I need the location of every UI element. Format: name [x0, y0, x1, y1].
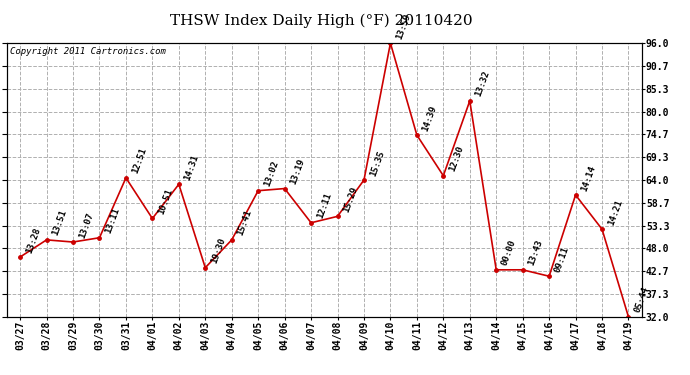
- Text: Copyright 2011 Cartronics.com: Copyright 2011 Cartronics.com: [10, 47, 166, 56]
- Text: 13:28: 13:28: [24, 226, 42, 254]
- Text: 15:41: 15:41: [236, 209, 253, 237]
- Text: 19:30: 19:30: [210, 237, 227, 265]
- Text: 14:14: 14:14: [580, 164, 598, 192]
- Text: 13:59: 13:59: [395, 12, 412, 40]
- Text: 15:35: 15:35: [368, 149, 386, 177]
- Text: 05:44: 05:44: [633, 286, 650, 314]
- Text: 13:19: 13:19: [289, 158, 306, 186]
- Text: 13:11: 13:11: [104, 207, 121, 235]
- Text: 09:11: 09:11: [553, 245, 571, 273]
- Text: 15:29: 15:29: [342, 185, 359, 214]
- Text: 10:51: 10:51: [157, 188, 174, 216]
- Text: 14:31: 14:31: [183, 153, 201, 182]
- Text: 14:39: 14:39: [421, 104, 439, 132]
- Text: 13:43: 13:43: [527, 239, 544, 267]
- Text: 12:51: 12:51: [130, 147, 148, 175]
- Text: 13:51: 13:51: [51, 209, 68, 237]
- Text: 13:02: 13:02: [262, 160, 280, 188]
- Text: 00:00: 00:00: [500, 239, 518, 267]
- Text: 13:32: 13:32: [474, 70, 491, 98]
- Text: 14:21: 14:21: [607, 198, 624, 226]
- Text: THSW Index Daily High (°F) 20110420: THSW Index Daily High (°F) 20110420: [170, 13, 472, 27]
- Text: 13:07: 13:07: [77, 211, 95, 239]
- Text: 12:11: 12:11: [315, 192, 333, 220]
- Text: 12:30: 12:30: [448, 145, 465, 173]
